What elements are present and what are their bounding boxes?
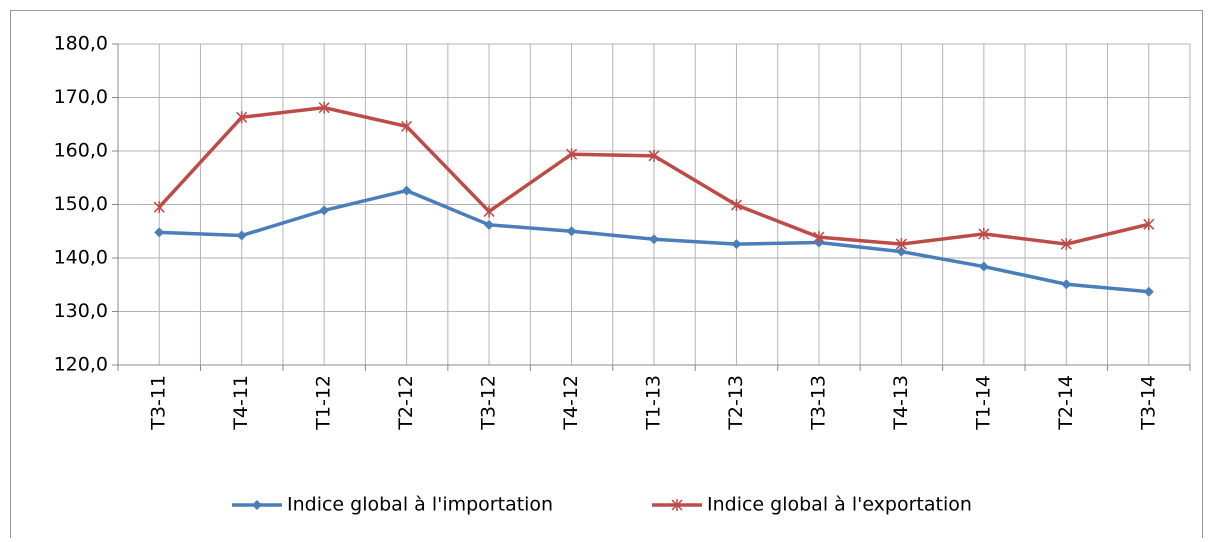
x-tick-label: T1-12: [313, 375, 335, 431]
marker: [319, 205, 330, 216]
marker: [154, 227, 165, 238]
x-tick-label: T4-11: [230, 375, 252, 431]
x-tick-label: T3-14: [1137, 375, 1159, 431]
x-tick-label: T4-12: [560, 375, 582, 431]
y-tick-label: 140,0: [54, 247, 108, 269]
x-tick-label: T1-14: [972, 375, 994, 431]
marker: [730, 199, 742, 212]
x-tick-label: T3-12: [478, 375, 500, 431]
marker: [484, 219, 495, 230]
legend-label: Indice global à l'importation: [287, 494, 553, 516]
marker: [236, 111, 248, 124]
marker: [671, 499, 683, 511]
chart-frame: [10, 10, 1203, 541]
marker: [401, 120, 413, 133]
marker: [1143, 286, 1154, 297]
x-tick-label: T3-13: [807, 375, 829, 431]
y-tick-label: 160,0: [54, 140, 108, 162]
marker: [813, 231, 825, 244]
marker: [252, 500, 262, 510]
y-tick-label: 180,0: [54, 33, 108, 55]
marker: [401, 185, 412, 196]
legend-label: Indice global à l'exportation: [707, 494, 972, 516]
x-tick-label: T2-13: [725, 375, 747, 431]
x-tick-label: T2-14: [1055, 375, 1077, 431]
marker: [978, 261, 989, 272]
marker: [731, 239, 742, 250]
marker: [895, 238, 907, 251]
y-tick-label: 150,0: [54, 193, 108, 215]
marker: [1061, 279, 1072, 290]
x-tick-label: T2-12: [395, 375, 417, 431]
marker: [648, 149, 660, 162]
marker: [483, 205, 495, 218]
x-tick-label: T3-11: [148, 375, 170, 431]
marker: [566, 226, 577, 237]
marker: [649, 234, 659, 245]
marker: [978, 227, 990, 240]
marker: [1143, 218, 1155, 231]
y-tick-label: 130,0: [54, 300, 108, 322]
marker: [318, 101, 330, 114]
marker: [1060, 238, 1072, 251]
marker: [566, 148, 578, 161]
marker: [896, 246, 907, 257]
marker: [236, 230, 247, 241]
y-tick-label: 170,0: [54, 86, 108, 108]
marker: [153, 201, 165, 214]
x-tick-label: T4-13: [890, 375, 912, 431]
y-tick-label: 120,0: [54, 354, 108, 376]
x-tick-label: T1-13: [643, 375, 665, 431]
